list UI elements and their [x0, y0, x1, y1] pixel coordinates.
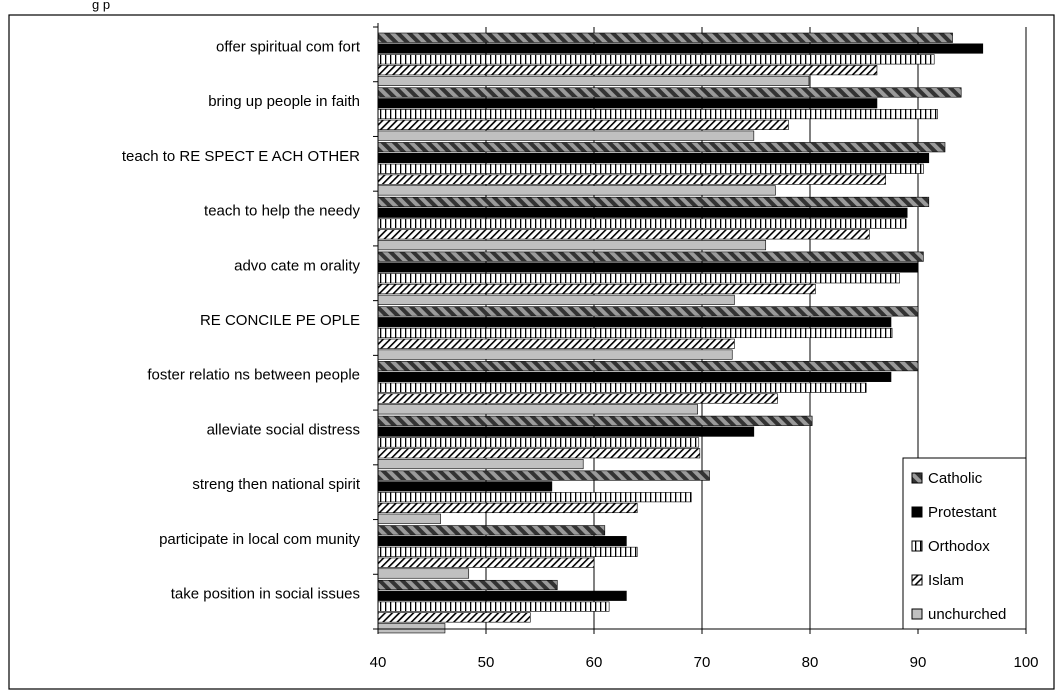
x-tick-label: 100 [1013, 654, 1038, 671]
category-label: foster relatio ns between people [147, 367, 360, 384]
bar-islam [377, 284, 816, 295]
category-label: teach to RE SPECT E ACH OTHER [122, 148, 360, 165]
bar-orthodox [377, 327, 893, 339]
bar-islam [377, 174, 886, 185]
bar-catholic [377, 525, 606, 536]
legend-label-unchurched: unchurched [928, 606, 1006, 623]
x-tick-label: 50 [478, 654, 495, 671]
category-label: alleviate social distress [207, 421, 360, 438]
bar-protestant [377, 481, 553, 492]
bar-protestant [377, 317, 892, 328]
bar-unchurched [377, 513, 441, 524]
axis-layer: offer spiritual com fort bring up people … [122, 23, 1039, 671]
x-tick-label: 40 [370, 654, 387, 671]
bar-islam [377, 393, 778, 404]
bar-orthodox [377, 546, 638, 557]
legend-swatch-catholic [911, 472, 923, 484]
bar-islam [377, 65, 878, 76]
bar-catholic [377, 32, 953, 43]
legend-box [902, 457, 1027, 630]
bar-unchurched [377, 240, 767, 251]
bar-catholic [377, 306, 919, 317]
bar-orthodox [377, 601, 610, 612]
x-tick-label: 80 [802, 654, 819, 671]
bar-orthodox [377, 163, 924, 174]
bar-protestant [377, 262, 919, 273]
bar-unchurched [377, 404, 698, 415]
bar-orthodox [377, 109, 938, 120]
bar-orthodox [377, 273, 900, 284]
bar-unchurched [377, 349, 733, 360]
bar-orthodox [377, 54, 935, 65]
bar-protestant [377, 590, 627, 601]
category-label: streng then national spirit [192, 476, 360, 493]
bar-catholic [377, 142, 946, 153]
bar-unchurched [377, 130, 755, 141]
bar-unchurched [377, 294, 735, 305]
category-label: take position in social issues [171, 586, 360, 603]
category-label: advo cate m orality [234, 257, 360, 274]
bar-catholic [377, 251, 924, 262]
x-tick-label: 60 [586, 654, 603, 671]
bar-islam [377, 612, 531, 623]
legend-swatch-unchurched [911, 608, 923, 620]
bar-catholic [377, 361, 919, 372]
bar-catholic [377, 579, 558, 591]
legend-swatch-islam [911, 574, 923, 586]
bar-protestant [377, 536, 627, 547]
bar-catholic [377, 196, 930, 207]
bar-unchurched [377, 568, 470, 579]
bar-protestant [377, 371, 892, 382]
category-label: teach to help the needy [204, 203, 360, 220]
bar-islam [377, 448, 701, 459]
bar-unchurched [377, 458, 584, 470]
category-label: RE CONCILE PE OPLE [200, 312, 360, 329]
legend-label-protestant: Protestant [928, 504, 997, 521]
category-label: offer spiritual com fort [216, 38, 361, 55]
legend: Catholic Protestant Orthodox Islam unchurche… [902, 457, 1027, 630]
bar-orthodox [377, 218, 907, 229]
bar-islam [377, 502, 638, 514]
bar-unchurched [377, 623, 446, 634]
bar-protestant [377, 98, 878, 109]
bar-protestant [377, 43, 984, 54]
bar-unchurched [377, 75, 810, 86]
bar-unchurched [377, 185, 776, 196]
bar-orthodox [377, 437, 700, 448]
bar-protestant [377, 426, 755, 437]
bar-islam [377, 338, 735, 349]
bar-catholic [377, 415, 813, 426]
bar-islam [377, 229, 870, 240]
bar-protestant [377, 152, 930, 164]
legend-swatch-orthodox [911, 540, 923, 552]
legend-label-islam: Islam [928, 572, 964, 589]
bar-orthodox [377, 492, 692, 503]
chart-frame [8, 14, 1055, 690]
bar-orthodox [377, 382, 867, 393]
bar-catholic [377, 87, 962, 98]
legend-swatch-protestant [911, 506, 923, 518]
category-label: participate in local com munity [159, 531, 360, 548]
bar-islam [377, 557, 595, 568]
bar-catholic [377, 470, 710, 481]
legend-label-catholic: Catholic [928, 470, 983, 487]
bars-layer [377, 32, 984, 634]
x-tick-label: 70 [694, 654, 711, 671]
header-fragment: g p [92, 0, 110, 12]
x-tick-label: 90 [910, 654, 927, 671]
bar-islam [377, 119, 789, 130]
bar-protestant [377, 207, 908, 218]
category-label: bring up people in faith [208, 93, 360, 110]
legend-label-orthodox: Orthodox [928, 538, 990, 555]
